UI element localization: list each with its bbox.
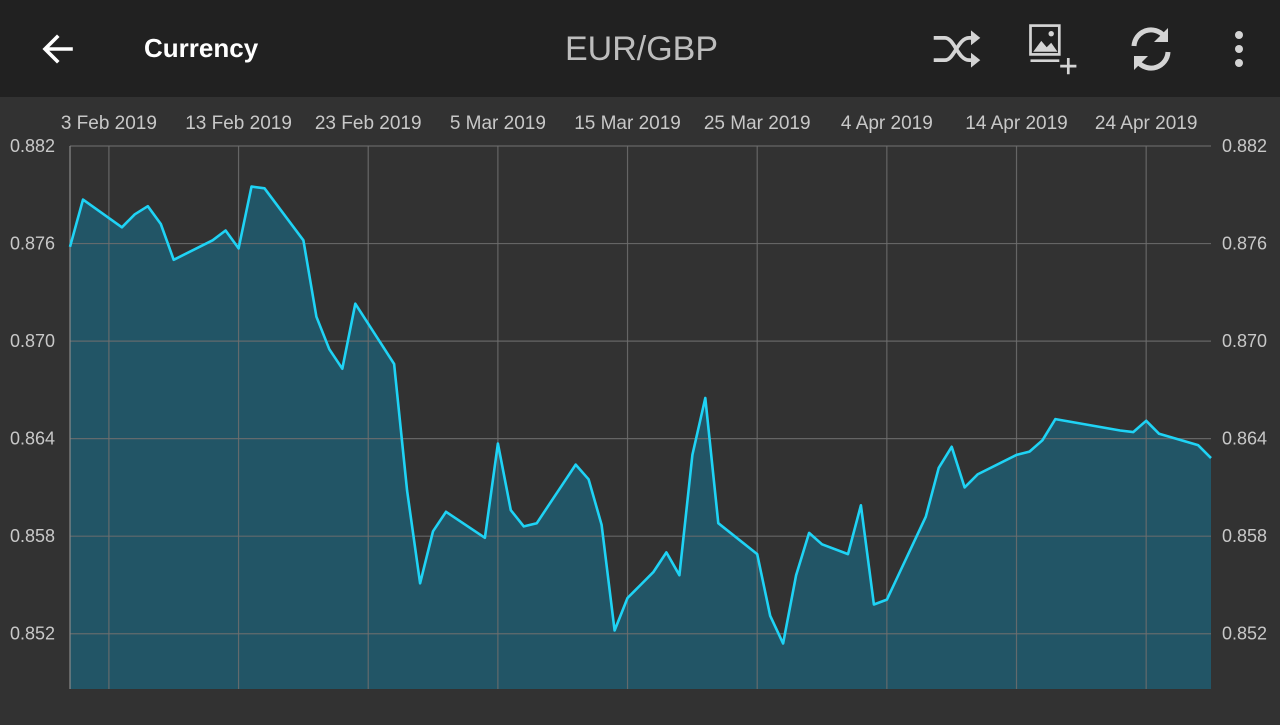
y-tick-label-right: 0.864	[1222, 429, 1267, 449]
y-tick-label-left: 0.876	[10, 234, 55, 254]
x-tick-label: 15 Mar 2019	[574, 113, 681, 134]
screen-title: Currency	[144, 33, 259, 63]
eur-gbp-chart[interactable]: 0.882 0.882 0.876 0.876 0.870 0.870 0.864 0.864…	[0, 97, 1280, 720]
refresh-button[interactable]	[1124, 22, 1178, 76]
app-bar: Currency EUR/GBP	[0, 0, 1280, 97]
series-line	[68, 185, 1212, 645]
y-tick-label-right: 0.876	[1222, 234, 1267, 254]
y-tick-label-left: 0.852	[10, 624, 55, 644]
currency-pair-title: EUR/GBP	[565, 30, 719, 68]
y-tick-label-left: 0.864	[10, 429, 55, 449]
add-image-icon	[1029, 24, 1077, 75]
y-tick-label-right: 0.852	[1222, 624, 1267, 644]
y-tick-label-left: 0.870	[10, 331, 55, 351]
shuffle-button[interactable]	[930, 22, 984, 76]
add-image-button[interactable]	[1026, 22, 1080, 76]
more-options-button[interactable]	[1212, 22, 1266, 76]
y-tick-label-right: 0.870	[1222, 331, 1267, 351]
more-vert-icon	[1235, 31, 1243, 67]
shuffle-icon	[933, 30, 981, 68]
arrow-back-icon	[42, 34, 73, 64]
x-tick-label: 3 Feb 2019	[61, 113, 157, 134]
x-tick-label: 4 Apr 2019	[841, 113, 933, 134]
x-tick-label: 13 Feb 2019	[185, 113, 292, 134]
x-tick-label: 14 Apr 2019	[965, 113, 1067, 134]
chart-container: 0.882 0.882 0.876 0.876 0.870 0.870 0.864 0.864…	[0, 97, 1280, 720]
x-tick-label: 23 Feb 2019	[315, 113, 422, 134]
x-tick-label: 5 Mar 2019	[450, 113, 546, 134]
y-tick-label-right: 0.882	[1222, 136, 1267, 156]
y-tick-label-left: 0.882	[10, 136, 55, 156]
back-button[interactable]	[30, 22, 84, 76]
refresh-icon	[1131, 27, 1171, 71]
x-tick-label: 25 Mar 2019	[704, 113, 811, 134]
y-tick-label-left: 0.858	[10, 526, 55, 546]
series-area	[70, 186, 1211, 689]
x-tick-label: 24 Apr 2019	[1095, 113, 1197, 134]
y-tick-label-right: 0.858	[1222, 526, 1267, 546]
